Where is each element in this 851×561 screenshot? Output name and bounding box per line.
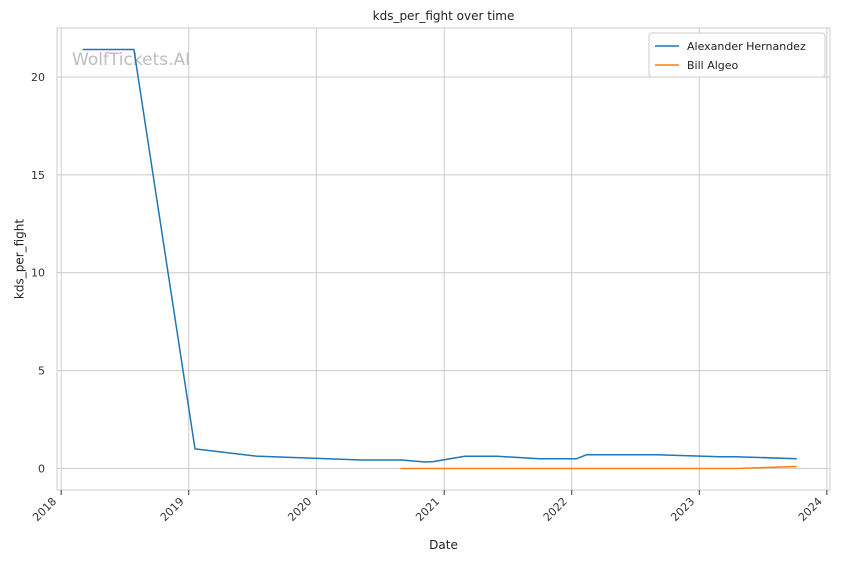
watermark: WolfTickets.AI — [72, 50, 190, 70]
y-tick-label: 20 — [31, 71, 45, 84]
legend-label-alexander-hernandez: Alexander Hernandez — [687, 40, 806, 53]
series-line-alexander-hernandez — [82, 48, 797, 463]
legend: Alexander Hernandez Bill Algeo — [648, 32, 826, 78]
series-layer — [82, 48, 797, 470]
y-axis: 0 5 10 15 20 — [31, 71, 45, 476]
grid — [57, 28, 830, 490]
y-tick-label: 15 — [31, 169, 45, 182]
legend-label-bill-algeo: Bill Algeo — [687, 59, 739, 72]
x-axis-title: Date — [429, 538, 458, 552]
plot-frame — [56, 27, 831, 491]
series-line-bill-algeo — [400, 465, 797, 470]
y-tick-label: 0 — [38, 462, 45, 475]
legend-box — [648, 32, 826, 78]
y-tick-label: 10 — [31, 267, 45, 280]
y-tick-label: 5 — [38, 365, 45, 378]
y-axis-title: kds_per_fight — [13, 219, 27, 300]
chart-title: kds_per_fight over time — [373, 9, 515, 23]
